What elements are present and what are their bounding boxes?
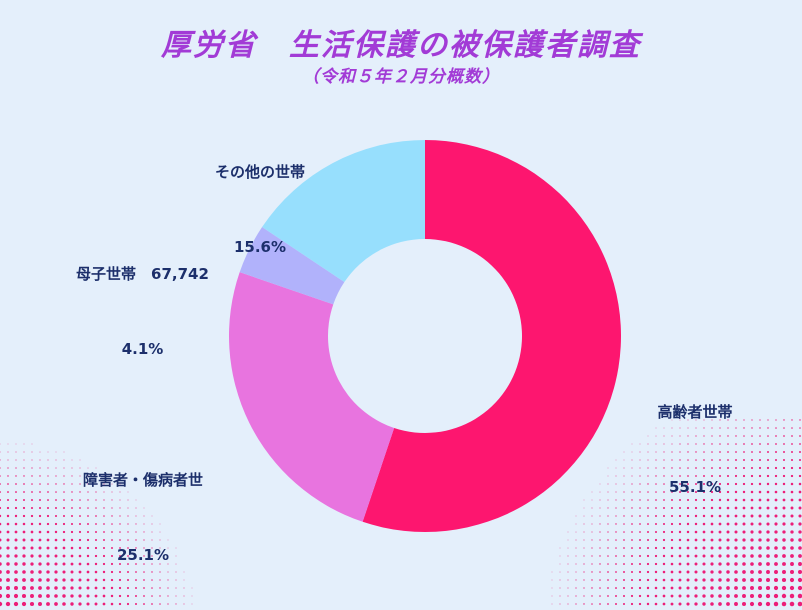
label-elderly-name: 高齢者世帯	[657, 403, 733, 421]
label-single-mother-name: 母子世帯 67,742	[76, 265, 209, 283]
label-disabled-households: 障害者・傷病者世 25.1%	[58, 418, 228, 593]
slice-other	[262, 140, 425, 283]
slice-single-mother	[239, 227, 345, 305]
label-other-households: その他の世帯 15.6%	[180, 110, 340, 285]
chart-subtitle: （令和５年２月分概数）	[302, 67, 500, 87]
label-other-value: 15.6%	[233, 238, 287, 256]
label-elderly-value: 55.1%	[668, 478, 722, 496]
label-elderly-households: 高齢者世帯 55.1%	[615, 350, 775, 525]
label-other-name: その他の世帯	[214, 163, 305, 181]
slice-elderly	[362, 140, 621, 532]
label-single-mother-value: 4.1%	[121, 340, 164, 358]
label-single-mother-households: 母子世帯 67,742 4.1%	[50, 212, 235, 387]
slice-disabled	[228, 272, 395, 522]
label-disabled-name: 障害者・傷病者世	[82, 471, 203, 489]
label-disabled-value: 25.1%	[116, 546, 170, 564]
chart-title: 厚労省 生活保護の被保護者調査	[161, 28, 641, 63]
